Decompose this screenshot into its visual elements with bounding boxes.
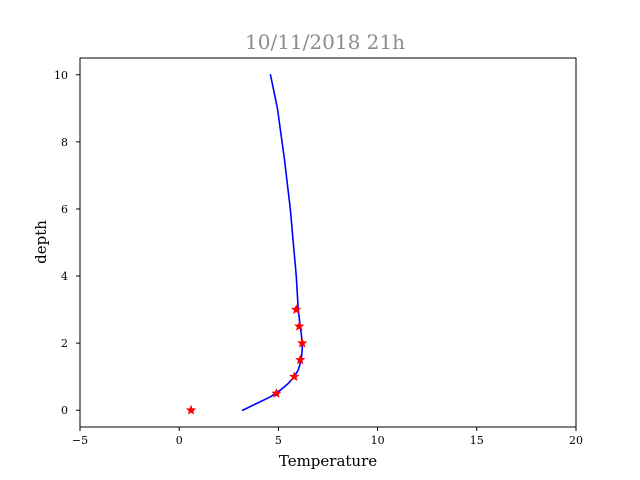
y-tick-label: 4 — [61, 270, 68, 283]
y-tick-label: 10 — [54, 69, 68, 82]
observation-star-marker — [271, 388, 282, 398]
observation-star-marker — [289, 371, 300, 382]
y-axis-label: depth — [32, 220, 50, 264]
x-tick-label: 20 — [569, 434, 583, 447]
x-axis-label: Temperature — [279, 452, 377, 470]
y-tick-label: 6 — [61, 203, 68, 216]
observation-star-marker — [294, 320, 305, 331]
x-tick-label: 15 — [470, 434, 484, 447]
observation-star-marker — [295, 354, 306, 365]
y-tick-label: 0 — [61, 404, 68, 417]
observation-star-marker — [291, 304, 302, 314]
y-tick-label: 2 — [61, 337, 68, 350]
plot-area-frame — [79, 57, 577, 428]
x-tick-label: −5 — [72, 434, 88, 447]
x-axis-ticks: −5 0 5 10 15 20 — [72, 427, 583, 447]
observation-star-marker — [185, 404, 197, 415]
x-tick-label: 0 — [176, 434, 183, 447]
y-tick-label: 8 — [61, 136, 68, 149]
x-tick-label: 5 — [275, 434, 282, 447]
series-layer — [185, 73, 308, 415]
y-axis-ticks: 0 2 4 6 8 10 — [54, 69, 80, 417]
chart-title: 10/11/2018 21h — [245, 30, 405, 54]
observation-star-marker — [297, 337, 308, 348]
profile-line — [241, 73, 304, 412]
x-tick-label: 10 — [371, 434, 385, 447]
